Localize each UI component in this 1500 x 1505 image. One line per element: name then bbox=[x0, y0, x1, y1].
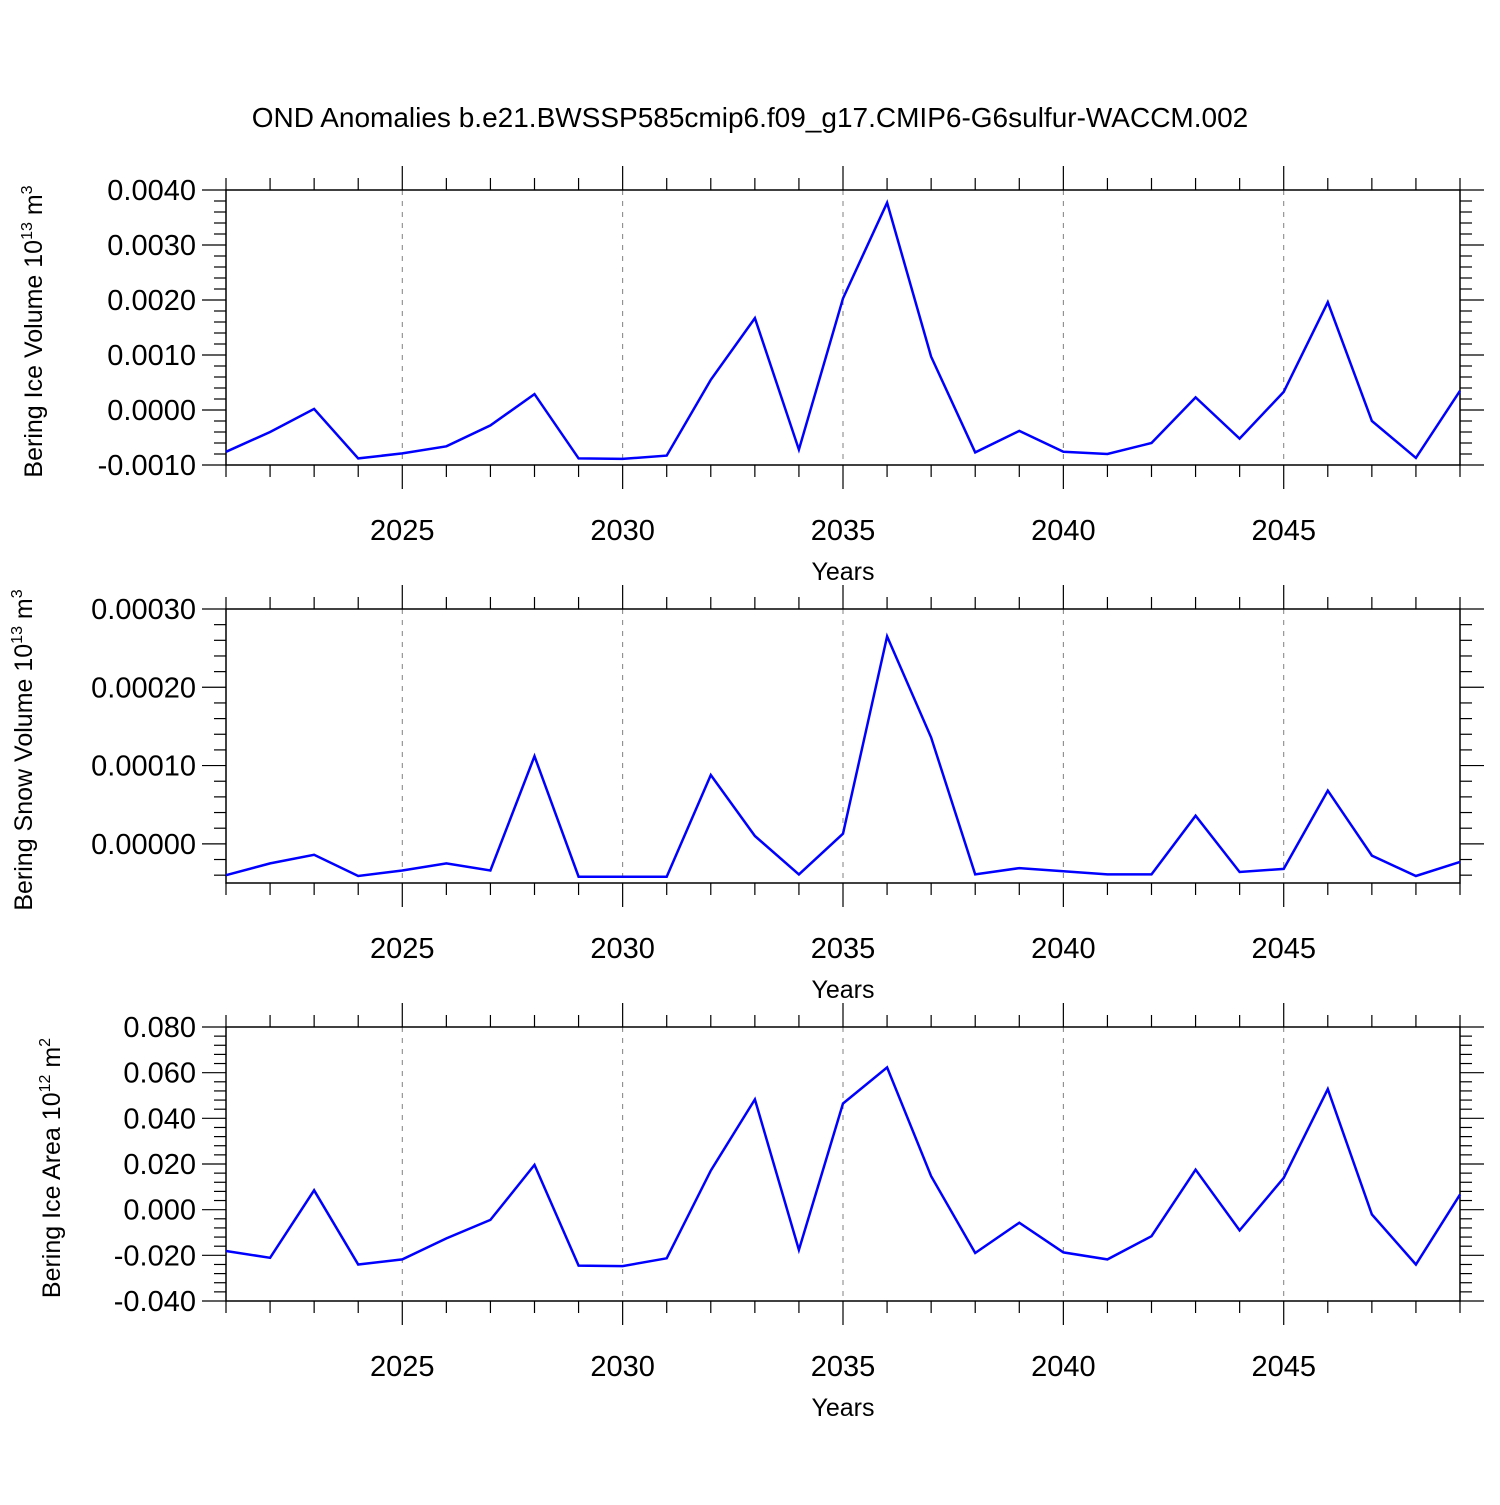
panel-snow-volume-xtick-label: 2040 bbox=[1031, 933, 1096, 965]
panel-ice-volume-xlabel: Years bbox=[811, 558, 874, 586]
panel-ice-volume-ytick-label: 0.0030 bbox=[107, 230, 196, 262]
panel-snow-volume-ytick-label: 0.00010 bbox=[91, 751, 196, 783]
panel-ice-area-xtick-label: 2045 bbox=[1251, 1351, 1316, 1383]
panel-ice-area-ylabel: Bering Ice Area 1012 m2 bbox=[37, 1038, 66, 1298]
panel-snow-volume-ytick-label: 0.00020 bbox=[91, 672, 196, 704]
panel-snow-volume-frame bbox=[225, 608, 1461, 884]
panel-ice-area-ytick-label: -0.020 bbox=[114, 1240, 196, 1272]
panel-snow-volume-ytick-label: 0.00030 bbox=[91, 594, 196, 626]
panel-ice-volume-frame bbox=[225, 189, 1461, 466]
panel-ice-area-xlabel: Years bbox=[811, 1394, 874, 1422]
panel-snow-volume-ytick-label: 0.00000 bbox=[91, 829, 196, 861]
panel-ice-volume-ytick-label: -0.0010 bbox=[98, 450, 196, 482]
panel-snow-volume-xtick-label: 2035 bbox=[811, 933, 876, 965]
figure-title: OND Anomalies b.e21.BWSSP585cmip6.f09_g1… bbox=[252, 102, 1249, 133]
panel-snow-volume-xlabel: Years bbox=[811, 976, 874, 1004]
panel-ice-volume-xtick-label: 2040 bbox=[1031, 515, 1096, 547]
panel-ice-volume-xtick-label: 2030 bbox=[590, 515, 655, 547]
panel-ice-volume-ytick-label: 0.0040 bbox=[107, 175, 196, 207]
panel-ice-area-ytick-label: 0.040 bbox=[123, 1103, 196, 1135]
panel-ice-area-ytick-label: 0.060 bbox=[123, 1058, 196, 1090]
panel-ice-area-ytick-label: -0.040 bbox=[114, 1286, 196, 1318]
panel-ice-area-ytick-label: 0.080 bbox=[123, 1012, 196, 1044]
panel-ice-volume-ylabel: Bering Ice Volume 1013 m3 bbox=[19, 185, 48, 477]
panel-snow-volume-ylabel: Bering Snow Volume 1013 m3 bbox=[9, 589, 38, 910]
panel-ice-volume-series-line bbox=[225, 199, 1462, 461]
panel-snow-volume-xtick-label: 2025 bbox=[370, 933, 435, 965]
panel-snow-volume-series-line bbox=[225, 632, 1461, 878]
panel-snow-volume-xtick-label: 2045 bbox=[1251, 933, 1316, 965]
panel-ice-volume-ytick-label: 0.0000 bbox=[107, 395, 196, 427]
panel-ice-volume-xtick-label: 2025 bbox=[370, 515, 435, 547]
panel-ice-area-ytick-label: 0.000 bbox=[123, 1195, 196, 1227]
panel-ice-area-xtick-label: 2030 bbox=[590, 1351, 655, 1383]
panel-snow-volume-xtick-label: 2030 bbox=[590, 933, 655, 965]
panel-ice-area-xtick-label: 2035 bbox=[811, 1351, 876, 1383]
panel-ice-volume-ytick-label: 0.0020 bbox=[107, 285, 196, 317]
panel-ice-area-ytick-label: 0.020 bbox=[123, 1149, 196, 1181]
panel-ice-area-xtick-label: 2025 bbox=[370, 1351, 435, 1383]
panel-ice-area-xtick-label: 2040 bbox=[1031, 1351, 1096, 1383]
panel-ice-volume-ytick-label: 0.0010 bbox=[107, 340, 196, 372]
panel-ice-area-frame bbox=[225, 1026, 1461, 1302]
panel-ice-area-series-line bbox=[225, 1065, 1462, 1268]
panel-ice-volume-xtick-label: 2035 bbox=[811, 515, 876, 547]
panel-ice-volume-xtick-label: 2045 bbox=[1251, 515, 1316, 547]
